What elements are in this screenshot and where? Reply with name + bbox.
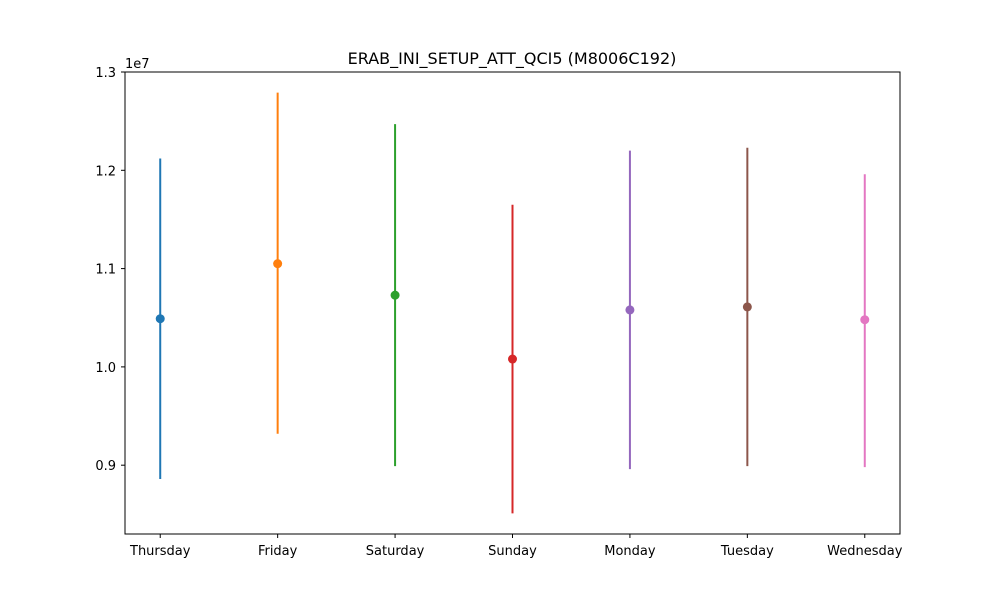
y-tick-label: 0.9	[95, 459, 116, 474]
x-tick-label: Sunday	[488, 544, 537, 559]
mean-point-sunday	[508, 354, 517, 364]
chart-title: ERAB_INI_SETUP_ATT_QCI5 (M8006C192)	[348, 49, 677, 69]
y-tick-label: 1.1	[95, 263, 116, 278]
x-tick-label: Monday	[604, 544, 656, 559]
mean-point-thursday	[155, 314, 165, 324]
mean-point-monday	[625, 305, 635, 315]
y-axis: 0.9 1.0 1.1 1.2 1.3	[95, 66, 125, 474]
x-tick-label: Thursday	[129, 544, 191, 559]
error-bars	[155, 92, 870, 514]
x-tick-label: Saturday	[366, 544, 425, 559]
y-tick-label: 1.3	[95, 66, 116, 81]
y-tick-label: 1.2	[95, 164, 116, 179]
x-tick-label: Wednesday	[827, 544, 903, 559]
mean-point-friday	[273, 259, 283, 269]
y-offset-label: 1e7	[125, 57, 150, 72]
mean-point-saturday	[390, 290, 400, 300]
mean-point-tuesday	[742, 302, 752, 312]
y-tick-label: 1.0	[95, 361, 116, 376]
x-tick-label: Tuesday	[720, 544, 774, 559]
x-axis: Thursday Friday Saturday Sunday Monday Tuesda…	[129, 534, 903, 559]
mean-point-wednesday	[860, 315, 870, 325]
x-tick-label: Friday	[258, 544, 298, 559]
